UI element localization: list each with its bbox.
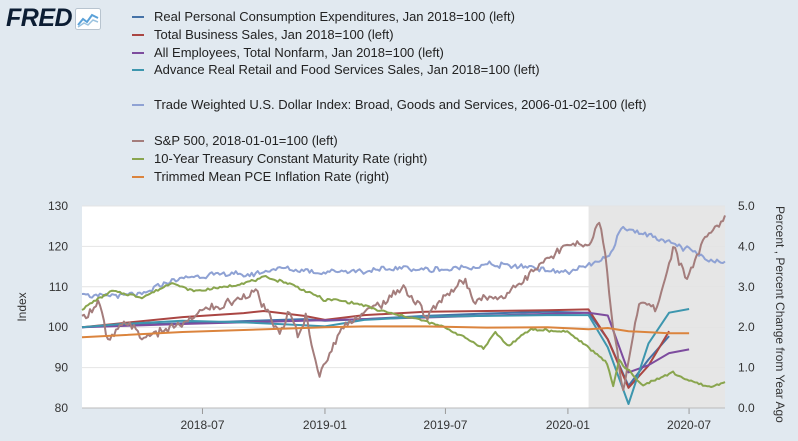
right-tick-label: 3.0 [738,280,755,294]
left-axis-title: Index [15,292,29,321]
left-tick-label: 90 [55,361,69,375]
series-line-6 [81,275,726,388]
legend-swatch [132,175,144,178]
right-tick-label: 1.0 [738,361,755,375]
x-tick-label: 2020-01 [546,418,590,432]
series-line-4 [81,225,726,299]
legend-swatch [132,139,144,142]
series-line-3 [81,308,690,405]
legend-item: Trade Weighted U.S. Dollar Index: Broad,… [132,97,646,112]
legend-item: All Employees, Total Nonfarm, Jan 2018=1… [132,45,444,60]
legend-label: Advance Real Retail and Food Services Sa… [154,62,540,77]
legend-item: Real Personal Consumption Expenditures, … [132,9,515,24]
legend-item: Advance Real Retail and Food Services Sa… [132,62,540,77]
legend-swatch [132,15,144,18]
right-tick-label: 5.0 [738,199,755,213]
legend-item: Total Business Sales, Jan 2018=100 (left… [132,27,394,42]
legend-item: 10-Year Treasury Constant Maturity Rate … [132,151,427,166]
fred-logo[interactable]: FRED [6,4,102,33]
right-tick-label: 0.0 [738,401,755,415]
left-tick-label: 100 [48,320,68,334]
left-tick-label: 110 [49,280,68,294]
right-axis-title: Percent , Percent Change from Year Ago [773,206,787,423]
legend-swatch [132,51,144,54]
legend-label: S&P 500, 2018-01-01=100 (left) [154,133,338,148]
series-line-2 [81,311,690,374]
fred-graph-icon [75,7,102,30]
x-tick-label: 2020-07 [667,418,711,432]
x-tick-label: 2018-07 [180,418,224,432]
legend-label: All Employees, Total Nonfarm, Jan 2018=1… [154,45,444,60]
x-tick-label: 2019-01 [303,418,347,432]
legend-item: S&P 500, 2018-01-01=100 (left) [132,133,338,148]
right-tick-label: 4.0 [738,239,755,253]
legend-label: 10-Year Treasury Constant Maturity Rate … [154,151,428,166]
left-tick-label: 130 [48,199,68,213]
left-tick-label: 120 [48,239,68,253]
legend-swatch [132,68,144,71]
legend-swatch [132,103,144,106]
legend-swatch [132,157,144,160]
legend-item: Trimmed Mean PCE Inflation Rate (right) [132,169,389,184]
x-tick-label: 2019-07 [423,418,467,432]
legend-label: Total Business Sales, Jan 2018=100 (left… [154,27,394,42]
legend-label: Trade Weighted U.S. Dollar Index: Broad,… [154,97,647,112]
right-tick-label: 2.0 [738,320,755,334]
logo-text: FRED [6,4,73,32]
legend-swatch [132,33,144,36]
left-tick-label: 80 [55,401,69,415]
series-line-5 [81,215,726,392]
legend-label: Trimmed Mean PCE Inflation Rate (right) [154,169,390,184]
legend-label: Real Personal Consumption Expenditures, … [154,9,515,24]
series-line-7 [81,325,690,339]
